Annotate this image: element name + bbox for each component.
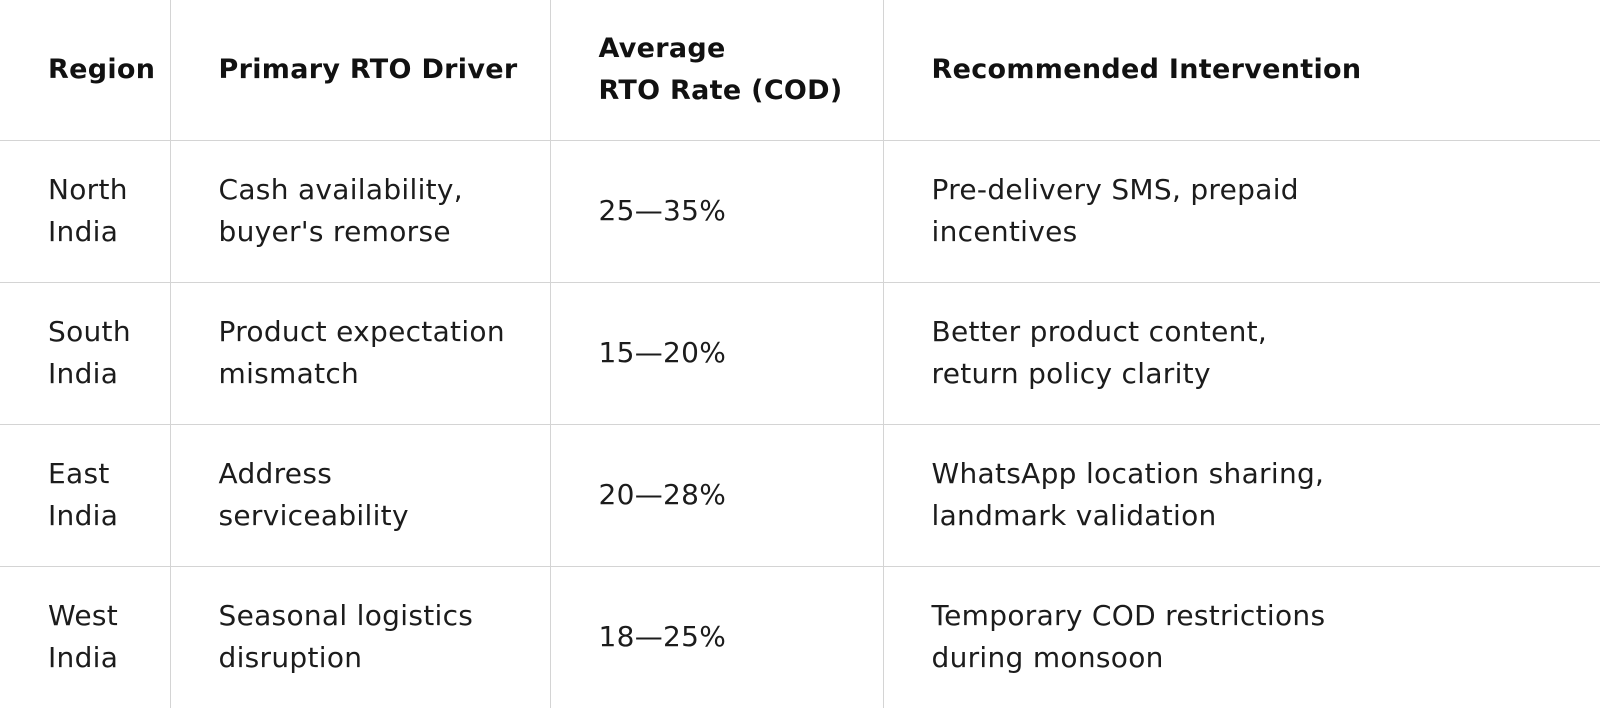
header-average-rto-rate: Average RTO Rate (COD) (549, 0, 884, 141)
cell-rate: 20—28% (549, 423, 884, 567)
cell-rate: 18—25% (549, 565, 884, 708)
cell-intervention: WhatsApp location sharing, landmark vali… (882, 423, 1600, 567)
header-recommended-intervention: Recommended Intervention (882, 0, 1600, 141)
table-row: North India Cash availability, buyer's r… (0, 139, 1600, 283)
table-header: Region Primary RTO Driver Average RTO Ra… (0, 0, 1600, 141)
cell-region: North India (0, 139, 171, 283)
cell-intervention: Pre-delivery SMS, prepaid incentives (882, 139, 1600, 283)
cell-driver: Cash availability, buyer's remorse (169, 139, 551, 283)
cell-region: West India (0, 565, 171, 708)
header-row: Region Primary RTO Driver Average RTO Ra… (0, 0, 1600, 141)
cell-intervention: Better product content, return policy cl… (882, 281, 1600, 425)
table-row: South India Product expectation mismatch… (0, 281, 1600, 425)
cell-region: East India (0, 423, 171, 567)
cell-driver: Seasonal logistics disruption (169, 565, 551, 708)
header-region: Region (0, 0, 171, 141)
cell-driver: Product expectation mismatch (169, 281, 551, 425)
header-primary-driver: Primary RTO Driver (169, 0, 551, 141)
table-row: West India Seasonal logistics disruption… (0, 565, 1600, 708)
table-body: North India Cash availability, buyer's r… (0, 139, 1600, 708)
cell-intervention: Temporary COD restrictions during monsoo… (882, 565, 1600, 708)
cell-region: South India (0, 281, 171, 425)
cell-rate: 25—35% (549, 139, 884, 283)
cell-driver: Address serviceability (169, 423, 551, 567)
table-row: East India Address serviceability 20—28%… (0, 423, 1600, 567)
cell-rate: 15—20% (549, 281, 884, 425)
